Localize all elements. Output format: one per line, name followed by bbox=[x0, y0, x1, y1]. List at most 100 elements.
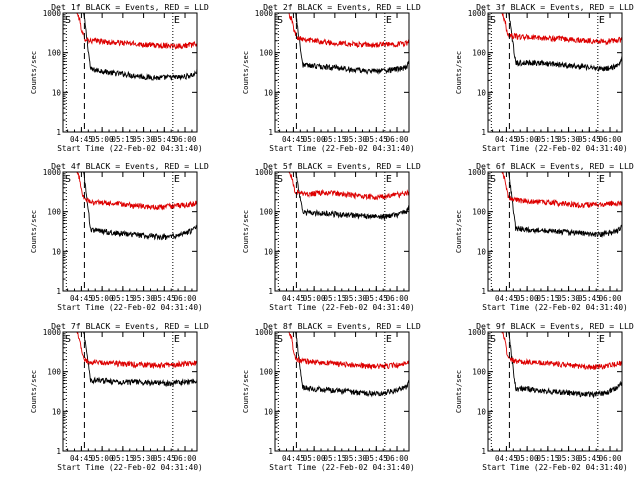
series-line-lld bbox=[275, 172, 409, 201]
panel-title: Det 3f BLACK = Events, RED = LLD bbox=[476, 2, 634, 12]
x-tick-label: 05:30 bbox=[557, 294, 580, 303]
x-tick-label: 05:45 bbox=[365, 294, 388, 303]
x-axis-label: Start Time (22-Feb-02 04:31:40) bbox=[482, 144, 628, 153]
series-line-events bbox=[63, 13, 197, 81]
end-marker-label: E bbox=[599, 334, 605, 345]
x-tick-label: 05:30 bbox=[344, 454, 367, 463]
panel-title: Det 9f BLACK = Events, RED = LLD bbox=[476, 321, 634, 331]
y-tick-label: 1 bbox=[481, 128, 486, 137]
y-tick-label: 100 bbox=[47, 368, 61, 377]
x-tick-label: 04:45 bbox=[70, 454, 93, 463]
y-axis-label: Counts/sec bbox=[29, 210, 38, 253]
y-tick-label: 1 bbox=[481, 287, 486, 296]
x-tick-label: 06:00 bbox=[386, 454, 409, 463]
series-line-events bbox=[488, 172, 622, 238]
x-axis-label: Start Time (22-Feb-02 04:31:40) bbox=[269, 463, 415, 472]
series-line-events bbox=[488, 332, 622, 399]
x-tick-label: 04:45 bbox=[70, 294, 93, 303]
x-tick-label: 04:45 bbox=[70, 135, 93, 144]
plot-frame bbox=[62, 331, 198, 452]
panel-title: Det 6f BLACK = Events, RED = LLD bbox=[476, 161, 634, 171]
x-tick-label: 06:00 bbox=[174, 294, 197, 303]
y-axis-label: Counts/sec bbox=[29, 51, 38, 94]
y-axis-label: Counts/sec bbox=[454, 210, 463, 253]
x-tick-label: 05:15 bbox=[111, 135, 134, 144]
x-axis-label: Start Time (22-Feb-02 04:31:40) bbox=[269, 303, 415, 312]
series-group bbox=[63, 172, 197, 241]
series-group bbox=[488, 332, 622, 399]
y-tick-label: 100 bbox=[47, 49, 61, 58]
x-tick-label: 05:00 bbox=[303, 135, 326, 144]
x-tick-label: 05:00 bbox=[303, 454, 326, 463]
x-tick-label: 05:45 bbox=[153, 294, 176, 303]
plot-frame bbox=[487, 12, 623, 133]
x-tick-label: 05:30 bbox=[557, 135, 580, 144]
series-line-events bbox=[275, 332, 409, 398]
series-line-lld bbox=[488, 13, 622, 46]
start-marker-label: S bbox=[490, 174, 496, 185]
y-tick-label: 1 bbox=[268, 287, 273, 296]
start-marker-label: S bbox=[65, 15, 71, 26]
y-tick-label: 1 bbox=[56, 287, 61, 296]
y-axis-label: Counts/sec bbox=[241, 210, 250, 253]
series-line-events bbox=[275, 13, 409, 75]
x-tick-label: 05:45 bbox=[365, 135, 388, 144]
x-tick-label: 05:15 bbox=[111, 454, 134, 463]
series-line-events bbox=[275, 172, 409, 220]
series-group bbox=[63, 332, 197, 388]
series-group bbox=[275, 332, 409, 398]
start-marker-label: S bbox=[277, 174, 283, 185]
x-axis-label: Start Time (22-Feb-02 04:31:40) bbox=[482, 463, 628, 472]
x-tick-label: 05:30 bbox=[132, 294, 155, 303]
start-marker-label: S bbox=[65, 334, 71, 345]
x-axis-label: Start Time (22-Feb-02 04:31:40) bbox=[57, 463, 203, 472]
series-line-lld bbox=[63, 332, 197, 370]
x-tick-label: 05:45 bbox=[153, 454, 176, 463]
end-marker-label: E bbox=[174, 15, 180, 26]
series-group bbox=[275, 172, 409, 220]
x-tick-label: 04:45 bbox=[495, 294, 518, 303]
y-tick-label: 10 bbox=[477, 247, 487, 256]
x-tick-label: 05:15 bbox=[111, 294, 134, 303]
x-tick-label: 05:45 bbox=[578, 294, 601, 303]
x-tick-label: 06:00 bbox=[386, 294, 409, 303]
y-tick-label: 10 bbox=[264, 247, 274, 256]
x-tick-label: 04:45 bbox=[282, 135, 305, 144]
end-marker-label: E bbox=[386, 334, 392, 345]
x-tick-label: 04:45 bbox=[282, 294, 305, 303]
y-tick-label: 1000 bbox=[255, 9, 274, 18]
y-tick-label: 1000 bbox=[255, 168, 274, 177]
x-tick-label: 06:00 bbox=[174, 135, 197, 144]
x-tick-label: 05:00 bbox=[91, 454, 114, 463]
series-line-lld bbox=[63, 172, 197, 211]
series-line-lld bbox=[488, 172, 622, 209]
series-group bbox=[63, 13, 197, 81]
end-marker-label: E bbox=[599, 174, 605, 185]
x-tick-label: 05:45 bbox=[153, 135, 176, 144]
y-tick-label: 10 bbox=[264, 88, 274, 97]
start-marker-label: S bbox=[490, 334, 496, 345]
series-line-events bbox=[488, 13, 622, 72]
series-line-events bbox=[63, 172, 197, 241]
detector-panel-6: Det 6f BLACK = Events, RED = LLD S E 04:45 0… bbox=[454, 161, 634, 312]
x-tick-label: 05:45 bbox=[365, 454, 388, 463]
series-line-lld bbox=[488, 332, 622, 370]
x-tick-label: 05:45 bbox=[578, 135, 601, 144]
y-tick-label: 100 bbox=[472, 368, 486, 377]
end-marker-label: E bbox=[174, 174, 180, 185]
y-tick-label: 1 bbox=[481, 447, 486, 456]
x-tick-label: 06:00 bbox=[386, 135, 409, 144]
start-marker-label: S bbox=[490, 15, 496, 26]
series-line-lld bbox=[275, 13, 409, 49]
end-marker-label: E bbox=[386, 174, 392, 185]
y-tick-label: 10 bbox=[477, 88, 487, 97]
x-axis-label: Start Time (22-Feb-02 04:31:40) bbox=[482, 303, 628, 312]
series-line-lld bbox=[63, 13, 197, 50]
x-tick-label: 06:00 bbox=[599, 135, 622, 144]
